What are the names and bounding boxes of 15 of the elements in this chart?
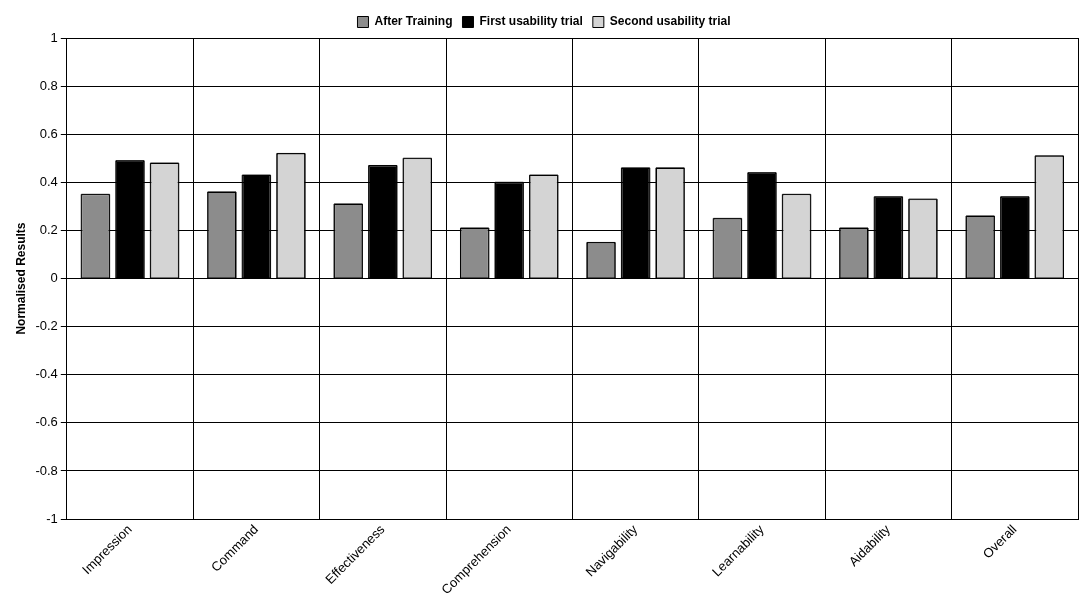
- legend-label: After Training: [374, 14, 453, 29]
- y-tick-label: 1: [50, 29, 58, 45]
- legend-label: Second usability trial: [609, 14, 731, 29]
- y-tick-label: -0.6: [35, 414, 58, 430]
- y-tick-label: 0.4: [39, 173, 58, 189]
- y-axis-title: Normalised Results: [13, 222, 28, 335]
- y-tick-label: -0.8: [35, 462, 58, 478]
- y-tick-label: -1: [46, 510, 58, 526]
- y-tick-label: 0.2: [39, 222, 58, 238]
- y-tick-label: 0.6: [39, 125, 58, 141]
- legend-label: First usability trial: [479, 14, 583, 29]
- y-tick-label: -0.2: [35, 318, 58, 334]
- y-tick-label: 0: [50, 270, 58, 286]
- y-tick-label: -0.4: [35, 366, 58, 382]
- y-tick-label: 0.8: [39, 77, 58, 93]
